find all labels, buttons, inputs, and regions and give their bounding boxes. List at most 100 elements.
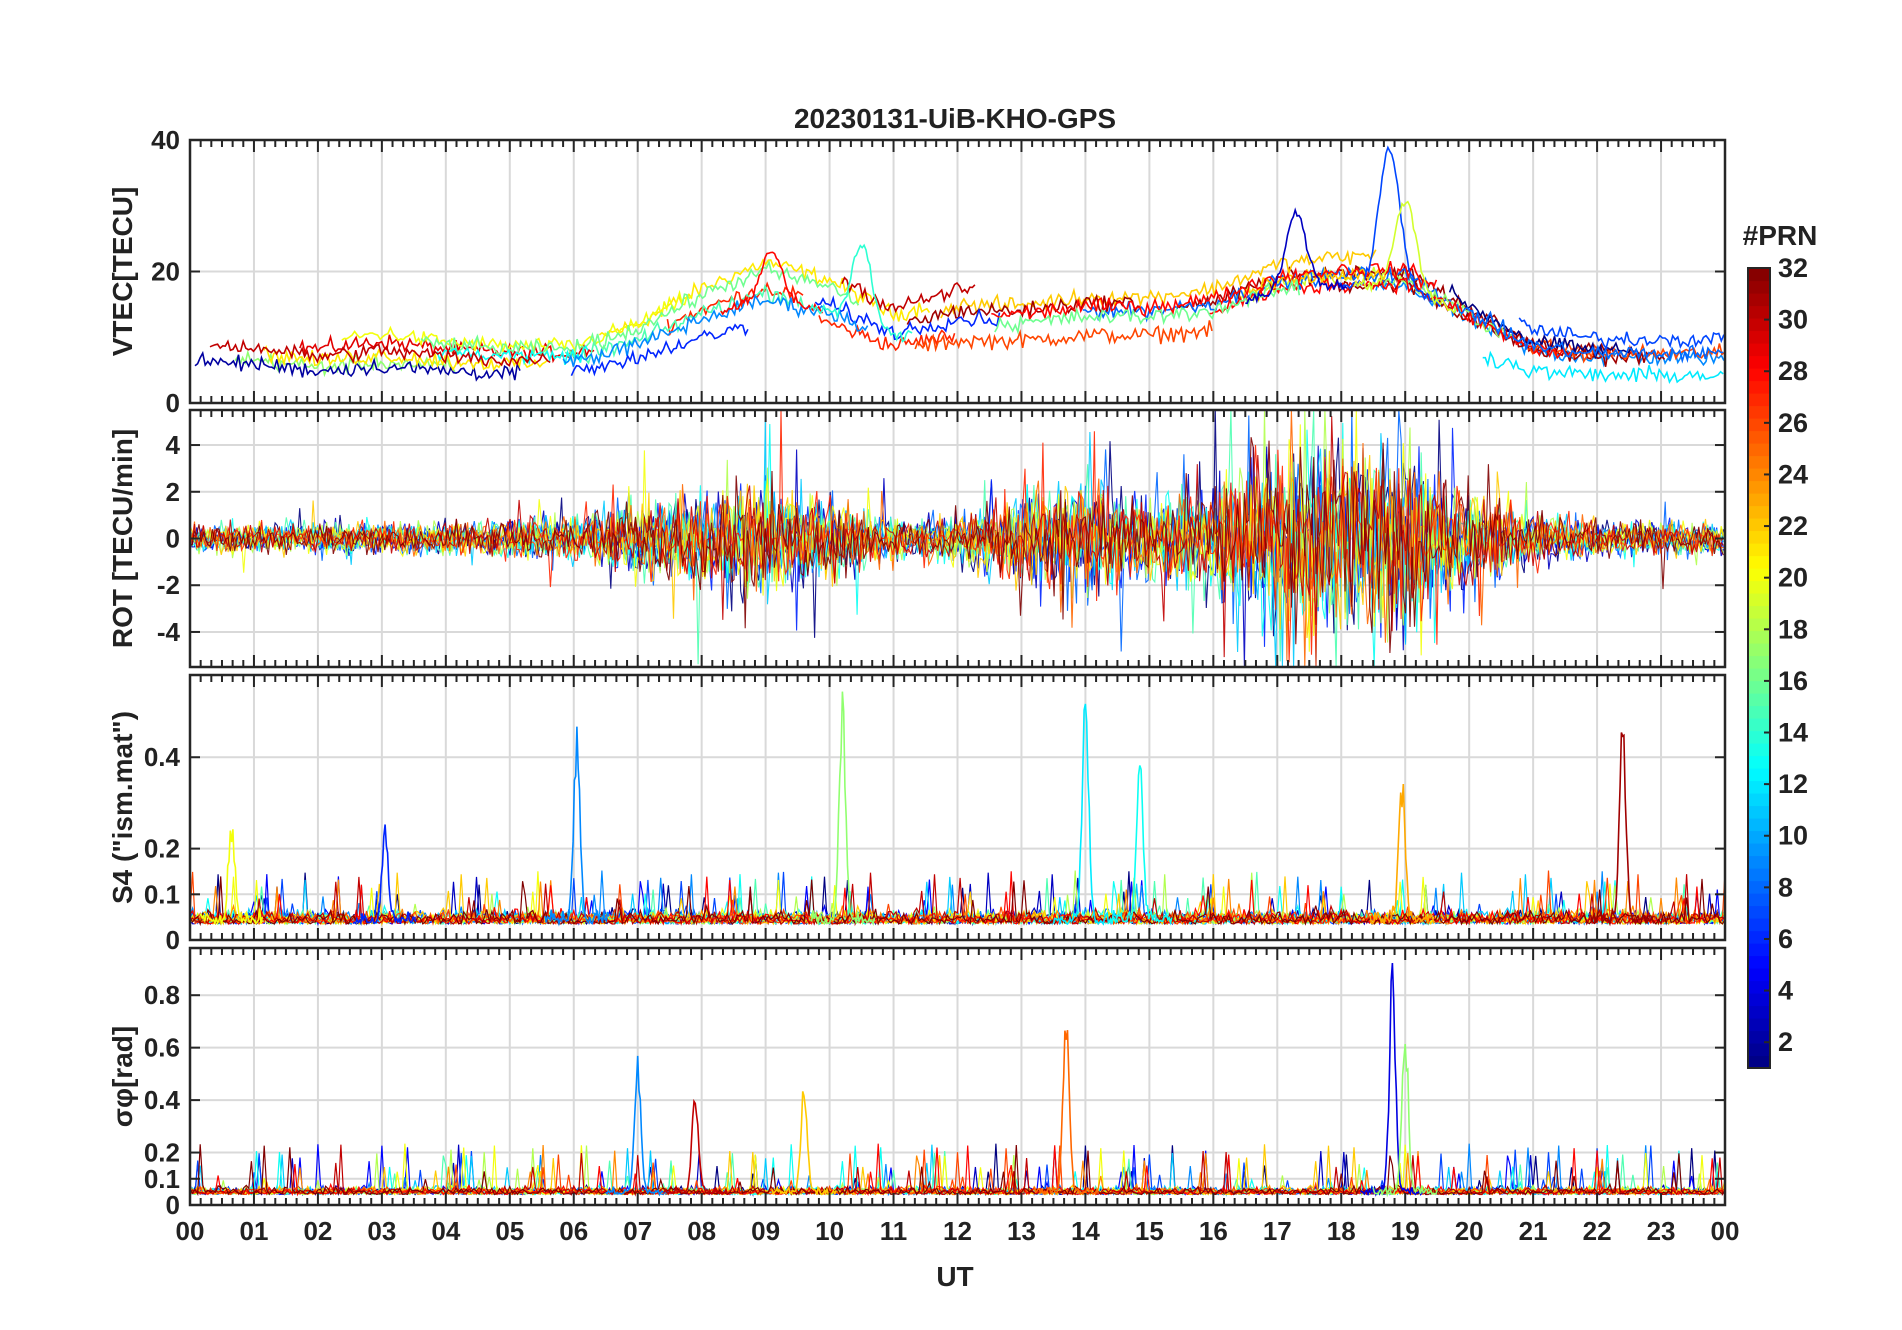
colorbar-tick-label: 28 bbox=[1778, 356, 1808, 386]
panel-vtec: 0 20 40 VTEC[TECU] bbox=[107, 125, 1727, 418]
colorbar-swatch bbox=[1748, 505, 1770, 519]
colorbar-tick-label: 18 bbox=[1778, 614, 1808, 644]
colorbar-swatch bbox=[1748, 568, 1770, 582]
x-tick-label: 14 bbox=[1071, 1216, 1100, 1246]
vtec-trace bbox=[564, 283, 805, 365]
y-axis-label-s4: S4 ("ism.mat") bbox=[107, 711, 138, 904]
vtec-trace bbox=[814, 295, 1001, 341]
rot-trace bbox=[190, 416, 1724, 658]
colorbar-swatch bbox=[1748, 693, 1770, 707]
colorbar-tick-label: 8 bbox=[1778, 872, 1793, 902]
x-tick-label: 15 bbox=[1135, 1216, 1164, 1246]
colorbar-swatch bbox=[1748, 943, 1770, 957]
colorbar-swatch bbox=[1748, 855, 1770, 869]
x-tick-label: 01 bbox=[239, 1216, 268, 1246]
colorbar-tick-label: 2 bbox=[1778, 1027, 1793, 1057]
x-tick-label: 00 bbox=[1711, 1216, 1740, 1246]
panel-s4: 0 0.1 0.2 0.4S4 ("ism.mat") bbox=[107, 673, 1727, 955]
vtec-trace bbox=[940, 249, 1377, 319]
s4-trace bbox=[190, 872, 1725, 927]
colorbar-swatch bbox=[1748, 280, 1770, 294]
rot-trace bbox=[190, 437, 1724, 654]
vtec-trace bbox=[841, 276, 976, 314]
colorbar-tick-label: 30 bbox=[1778, 305, 1808, 335]
panel-rot: -4 -2 0 2 4 ROT [TECU/min] bbox=[107, 408, 1727, 669]
s4-spike bbox=[1369, 783, 1435, 925]
x-ticks-vtec bbox=[189, 140, 1726, 403]
s4-spike bbox=[199, 829, 264, 927]
colorbar-swatch bbox=[1748, 930, 1770, 944]
colorbar-tick-label: 24 bbox=[1778, 459, 1808, 489]
s4-spike bbox=[809, 691, 876, 927]
s4-spike bbox=[544, 726, 610, 927]
grid-sigma_phi bbox=[190, 948, 1725, 1205]
colorbar-tick-label: 6 bbox=[1778, 924, 1793, 954]
colorbar-swatch bbox=[1748, 530, 1770, 544]
colorbar-swatch bbox=[1748, 293, 1770, 307]
colorbar-swatch bbox=[1748, 830, 1770, 844]
y-tick-label: 0.2 bbox=[144, 1138, 180, 1168]
colorbar-swatch bbox=[1748, 393, 1770, 407]
s4-spike bbox=[1589, 732, 1656, 927]
vtec-peak-trace bbox=[1353, 200, 1457, 314]
x-tick-label: 21 bbox=[1519, 1216, 1548, 1246]
colorbar-swatch bbox=[1748, 705, 1770, 719]
x-tick-label: 23 bbox=[1647, 1216, 1676, 1246]
y-axis-label-vtec: VTEC[TECU] bbox=[107, 187, 138, 357]
vtec-trace bbox=[991, 261, 1438, 322]
vtec-trace bbox=[1527, 338, 1725, 364]
x-ticks-s4 bbox=[189, 675, 1726, 940]
colorbar-swatch bbox=[1748, 643, 1770, 657]
y-tick-label: 20 bbox=[151, 257, 180, 287]
colorbar-swatch bbox=[1748, 618, 1770, 632]
x-ticks-sigma_phi bbox=[189, 948, 1726, 1205]
vtec-trace bbox=[1518, 317, 1725, 350]
colorbar-tick-label: 16 bbox=[1778, 666, 1808, 696]
y-tick-label: 0.4 bbox=[144, 742, 181, 772]
colorbar-swatch bbox=[1748, 580, 1770, 594]
x-tick-label: 17 bbox=[1263, 1216, 1292, 1246]
colorbar-swatch bbox=[1748, 805, 1770, 819]
colorbar-swatch bbox=[1748, 718, 1770, 732]
y-tick-label: 0.1 bbox=[144, 1164, 180, 1194]
colorbar-swatch bbox=[1748, 405, 1770, 419]
vtec-trace bbox=[1482, 350, 1724, 384]
x-axis-label: UT bbox=[936, 1261, 973, 1292]
y-axis-label-rot: ROT [TECU/min] bbox=[107, 429, 138, 648]
colorbar-swatch bbox=[1748, 893, 1770, 907]
colorbar-swatch bbox=[1748, 843, 1770, 857]
colorbar-tick-label: 10 bbox=[1778, 821, 1808, 851]
colorbar-tick-label: 4 bbox=[1778, 976, 1793, 1006]
sigma_phi-spike bbox=[662, 1098, 728, 1196]
colorbar-swatch bbox=[1748, 755, 1770, 769]
y-tick-label: 4 bbox=[166, 430, 181, 460]
colorbar-swatch bbox=[1748, 730, 1770, 744]
colorbar-swatch bbox=[1748, 1005, 1770, 1019]
x-tick-label: 19 bbox=[1391, 1216, 1420, 1246]
x-tick-label: 10 bbox=[815, 1216, 844, 1246]
s4-trace bbox=[190, 876, 1725, 927]
y-axis-label-sigma_phi: σφ[rad] bbox=[107, 1026, 138, 1127]
sigma_phi-spike bbox=[1033, 1029, 1099, 1196]
colorbar-swatch bbox=[1748, 880, 1770, 894]
vtec-trace bbox=[299, 333, 595, 364]
chart-title: 20230131-UiB-KHO-GPS bbox=[794, 103, 1116, 134]
y-tick-label: 0.6 bbox=[144, 1033, 180, 1063]
sigma_phi-spike bbox=[1360, 962, 1425, 1197]
colorbar-swatch bbox=[1748, 543, 1770, 557]
colorbar-swatch bbox=[1748, 968, 1770, 982]
colorbar-tick-label: 32 bbox=[1778, 253, 1808, 283]
vtec-trace bbox=[1448, 283, 1640, 360]
y-tick-label: 0.2 bbox=[144, 834, 180, 864]
colorbar-swatch bbox=[1748, 468, 1770, 482]
y-tick-label: 2 bbox=[166, 477, 180, 507]
series-s4 bbox=[190, 691, 1725, 927]
x-ticks-rot bbox=[189, 410, 1726, 667]
colorbar-swatch bbox=[1748, 818, 1770, 832]
panel-sigma_phi: 00.10.2 0.4 0.6 0.8σφ[rad] bbox=[107, 946, 1727, 1220]
colorbar-swatch bbox=[1748, 593, 1770, 607]
colorbar-swatch bbox=[1748, 668, 1770, 682]
